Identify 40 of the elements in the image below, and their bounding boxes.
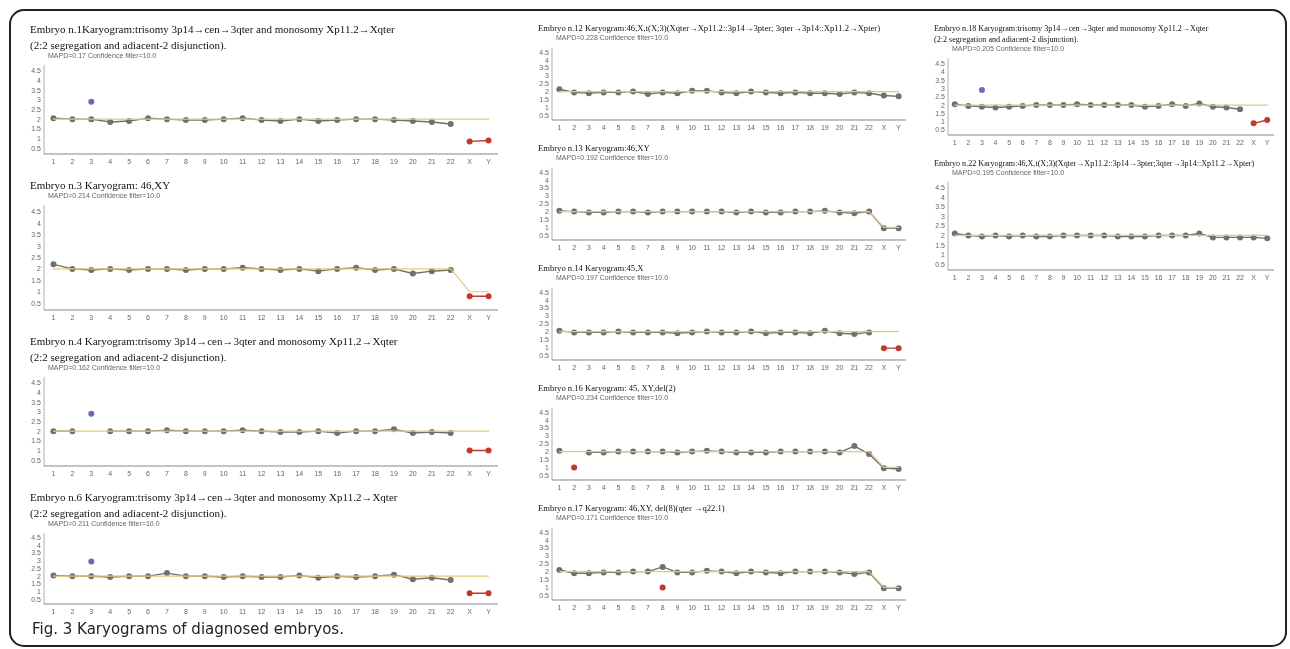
point: [1264, 117, 1271, 124]
point: [447, 577, 454, 584]
point: [895, 93, 902, 100]
point: [895, 345, 902, 352]
point: [428, 119, 435, 126]
point: [466, 138, 473, 145]
chart-title: Embryo n.1Karyogram:trisomy 3p14→cen→3qter and monosomy Xp11.2→Xqter (2:2 segregation and adiacent-2 disjunction).: [30, 22, 396, 52]
point: [485, 447, 492, 454]
point: [466, 293, 473, 300]
point: [50, 261, 57, 268]
point: [1237, 106, 1244, 113]
point: [556, 86, 563, 93]
point: [485, 293, 492, 300]
point: [851, 443, 858, 450]
point: [485, 137, 492, 144]
chart-title: Embryo n.14 Karyogram:45,X: [538, 263, 645, 274]
chart-title: Embryo n.3 Karyogram: 46,XY: [30, 178, 171, 191]
point: [1250, 120, 1257, 127]
point: [880, 92, 887, 99]
point: [466, 447, 473, 454]
point: [880, 345, 887, 352]
chart-title: Embryo n.13 Karyogram:46,XY: [538, 143, 650, 154]
point: [409, 576, 416, 583]
caption: Fig. 3 Karyograms of diagnosed embryos.: [32, 620, 344, 638]
point: [556, 567, 563, 574]
chart-title: Embryo n.6 Karyogram:trisomy 3p14→cen→3qter and monosomy Xp11.2→Xqter (2:2 segregation and adiacent-2 disjunction).: [30, 490, 398, 520]
point: [895, 465, 902, 472]
chart-title: Embryo n.17 Karyogram: 46,XY, del(8)(qter →q22.1): [538, 503, 725, 514]
point: [447, 120, 454, 127]
chart-title: Embryo n.22 Karyogram:46,X,t(X;3)(Xqter→Xp11.2::3p14→3pter;3qter→3p14::Xp11.2→Xpter): [934, 158, 1255, 168]
point: [163, 570, 170, 577]
point: [409, 270, 416, 277]
point: [485, 590, 492, 597]
chart-title: Embryo n.12 Karyogram:46,X,t(X;3)(Xqter→Xp11.2::3p14→3pter; 3qter→3p14::Xp11.2→Xpter): [538, 23, 881, 34]
point: [107, 119, 114, 126]
chart-title: Embryo n.16 Karyogram: 45, XY,del(2): [538, 383, 676, 394]
point: [466, 590, 473, 597]
point: [659, 563, 666, 570]
chart-title: Embryo n.4 Karyogram:trisomy 3p14→cen→3qter and monosomy Xp11.2→Xqter (2:2 segregation and adiacent-2 disjunction).: [30, 334, 398, 364]
chart-title: Embryo n.18 Karyogram:trisomy 3p14→cen→3qter and monosomy Xp11.2→Xqter (2:2 segregation and adiacent-2 disjunction).: [934, 23, 1209, 45]
